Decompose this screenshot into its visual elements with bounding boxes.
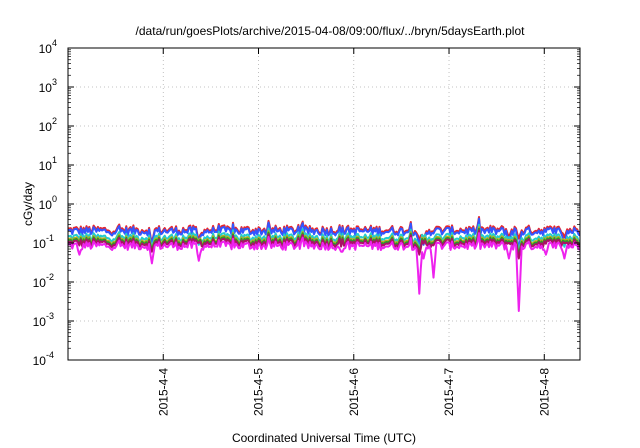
x-tick-label: 2015-4-5: [252, 368, 266, 416]
y-tick-label: 104: [39, 38, 57, 56]
y-tick-label: 10-4: [33, 350, 54, 368]
y-tick-label: 100: [39, 194, 57, 212]
y-axis-label: cGy/day: [21, 182, 35, 226]
y-tick-label: 102: [39, 116, 57, 134]
y-tick-label: 10-3: [33, 311, 54, 329]
grid-lines: [68, 48, 580, 360]
series-line: [67, 229, 581, 260]
x-tick-label: 2015-4-7: [442, 368, 456, 416]
x-tick-label: 2015-4-6: [347, 368, 361, 416]
y-tick-label: 10-2: [33, 272, 54, 290]
axis-ticks: [68, 47, 580, 361]
y-tick-labels: 10-4 10-3 10-2 10-1 100 101 102 103 104: [33, 38, 57, 368]
x-tick-labels: 2015-4-4 2015-4-5 2015-4-6 2015-4-7 2015-4-8: [156, 368, 551, 416]
series-line: [67, 217, 581, 250]
series-line: [67, 232, 581, 312]
chart-title: /data/run/goesPlots/archive/2015-04-08/0…: [136, 24, 526, 38]
y-tick-label: 101: [39, 155, 57, 173]
series-group: [67, 216, 581, 312]
y-tick-label: 103: [39, 77, 57, 95]
x-tick-label: 2015-4-8: [537, 368, 551, 416]
x-tick-label: 2015-4-4: [156, 368, 170, 416]
y-tick-label: 10-1: [33, 233, 54, 251]
x-axis-label: Coordinated Universal Time (UTC): [232, 431, 416, 445]
